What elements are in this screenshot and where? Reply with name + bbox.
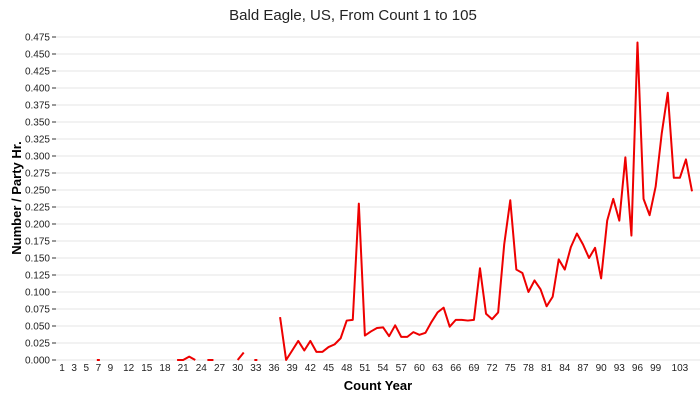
- x-tick-label: 45: [323, 363, 335, 374]
- y-tick-label: 0.050: [25, 322, 50, 333]
- x-tick-label: 30: [232, 363, 244, 374]
- y-tick-label: 0.150: [25, 254, 50, 265]
- x-tick-label: 87: [577, 363, 589, 374]
- x-tick-label: 21: [178, 363, 190, 374]
- y-tick-label: 0.350: [25, 118, 50, 129]
- y-tick-label: 0.425: [25, 67, 50, 78]
- chart-title: Bald Eagle, US, From Count 1 to 105: [229, 7, 477, 24]
- y-axis: 0.000 0.025 0.050 0.075 0.100 0.125 0.150 0.175…: [25, 33, 56, 367]
- x-tick-label: 39: [287, 363, 299, 374]
- x-tick-label: 36: [268, 363, 280, 374]
- y-tick-label: 0.025: [25, 339, 50, 350]
- x-tick-label: 96: [632, 363, 644, 374]
- y-tick-label: 0.200: [25, 220, 50, 231]
- y-tick-label: 0.475: [25, 33, 50, 44]
- y-axis-label: Number / Party Hr.: [9, 141, 24, 254]
- y-tick-label: 0.175: [25, 237, 50, 248]
- y-tick-label: 0.300: [25, 152, 50, 163]
- y-tick-label: 0.000: [25, 356, 50, 367]
- y-tick-label: 0.225: [25, 203, 50, 214]
- y-tick-label: 0.275: [25, 169, 50, 180]
- x-tick-label: 54: [377, 363, 389, 374]
- x-tick-label: 27: [214, 363, 226, 374]
- y-tick-label: 0.125: [25, 271, 50, 282]
- y-tick-label: 0.100: [25, 288, 50, 299]
- x-tick-label: 84: [559, 363, 571, 374]
- x-tick-label: 15: [141, 363, 153, 374]
- gridlines: [56, 36, 700, 361]
- y-tick-label: 0.075: [25, 305, 50, 316]
- x-tick-label: 7: [96, 363, 102, 374]
- series-line-segment: [177, 355, 196, 361]
- x-tick-label: 12: [123, 363, 135, 374]
- x-tick-label: 5: [83, 363, 89, 374]
- y-tick-label: 0.400: [25, 84, 50, 95]
- x-tick-label: 3: [71, 363, 77, 374]
- x-tick-label: 60: [414, 363, 426, 374]
- x-tick-label: 63: [432, 363, 444, 374]
- y-tick-label: 0.450: [25, 50, 50, 61]
- x-tick-label: 72: [487, 363, 499, 374]
- x-tick-label: 99: [650, 363, 662, 374]
- series-line-segment: [236, 351, 245, 361]
- x-tick-label: 93: [614, 363, 626, 374]
- y-tick-label: 0.250: [25, 186, 50, 197]
- x-tick-label: 48: [341, 363, 353, 374]
- x-tick-label: 75: [505, 363, 517, 374]
- x-tick-label: 57: [396, 363, 408, 374]
- x-tick-label: 18: [159, 363, 171, 374]
- x-tick-label: 78: [523, 363, 535, 374]
- x-tick-label: 9: [108, 363, 114, 374]
- y-tick-label: 0.325: [25, 135, 50, 146]
- x-axis: 1 3 5 7 9 12 15 18 21 24 27 30 33 36 39 42 45 48 51 54 57 60 6…: [59, 363, 688, 374]
- x-tick-label: 1: [59, 363, 65, 374]
- series-line-segment: [279, 41, 693, 361]
- x-tick-label: 66: [450, 363, 462, 374]
- x-tick-label: 103: [672, 363, 689, 374]
- x-tick-label: 33: [250, 363, 262, 374]
- x-tick-label: 81: [541, 363, 553, 374]
- data-series: [96, 41, 693, 361]
- x-axis-label: Count Year: [344, 378, 412, 393]
- x-tick-label: 51: [359, 363, 371, 374]
- x-tick-label: 90: [596, 363, 608, 374]
- y-tick-label: 0.375: [25, 101, 50, 112]
- x-tick-label: 69: [468, 363, 480, 374]
- x-tick-label: 42: [305, 363, 317, 374]
- x-tick-label: 24: [196, 363, 208, 374]
